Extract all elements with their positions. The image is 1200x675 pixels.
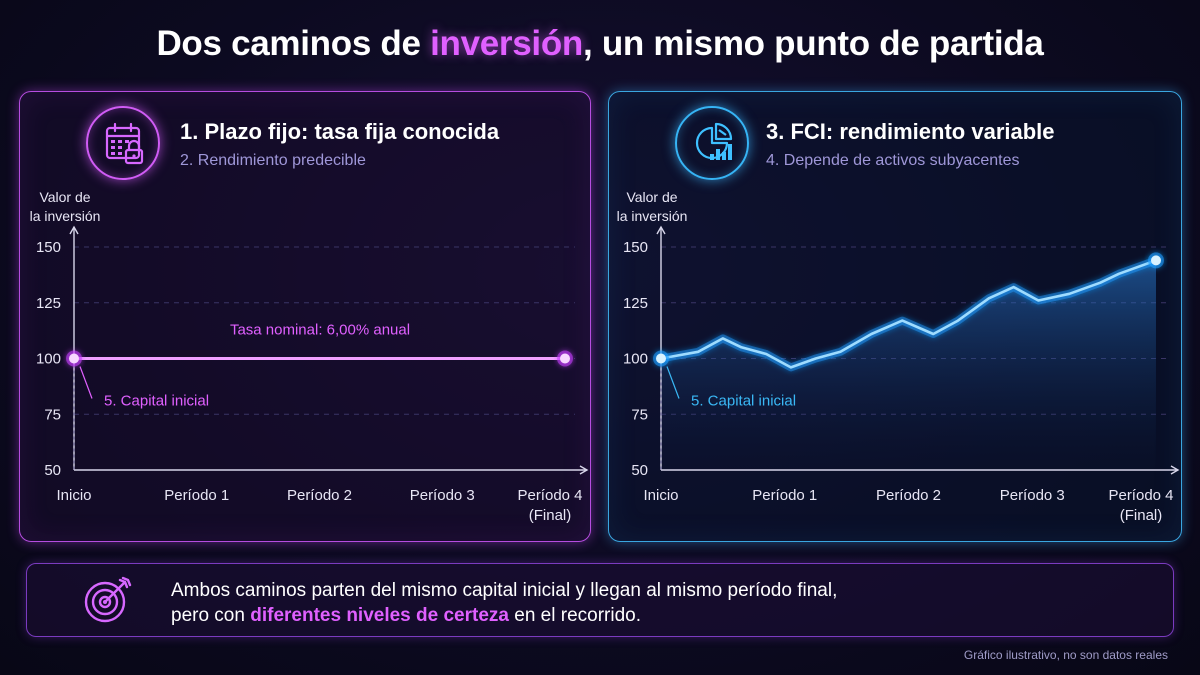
conclusion-part: en el recorrido. xyxy=(508,605,641,626)
fci-series-point xyxy=(656,353,666,364)
y-tick-label: 125 xyxy=(623,295,648,312)
y-axis-arrow xyxy=(656,225,666,235)
fci-subtitle: 4. Depende de activos subyacentes xyxy=(766,152,1020,169)
x-tick-label: Período 3 xyxy=(410,487,475,504)
y-axis-label: la inversión xyxy=(617,208,688,224)
x-tick-label: Período 4 xyxy=(1108,487,1173,504)
fixed-term-panel: 1. Plazo fijo: tasa fija conocida 2. Ren… xyxy=(19,91,591,542)
fci-series-point xyxy=(1151,255,1161,266)
fci-panel: 3. FCI: rendimiento variable 4. Depende … xyxy=(608,91,1182,542)
title-part: Dos caminos de xyxy=(156,24,431,63)
pie-chart-bars-icon xyxy=(675,106,749,180)
y-tick-label: 50 xyxy=(631,462,648,479)
y-tick-label: 100 xyxy=(623,351,648,368)
conclusion-text: Ambos caminos parten del mismo capital i… xyxy=(171,578,837,628)
conclusion-line-2: pero con diferentes niveles de certeza e… xyxy=(171,603,837,628)
fixed-term-chart: 150 125 100 75 50 Valor de la inversión Inicio P… xyxy=(30,189,589,524)
conclusion-line-1: Ambos caminos parten del mismo capital i… xyxy=(171,580,838,601)
y-tick-label: 150 xyxy=(36,239,61,256)
fci-series-line xyxy=(660,259,1157,369)
start-label: 5. Capital inicial xyxy=(691,393,796,410)
fixed-term-title: 1. Plazo fijo: tasa fija conocida xyxy=(180,119,500,144)
y-tick-label: 75 xyxy=(631,406,648,423)
y-axis-label: la inversión xyxy=(30,208,101,224)
x-tick-label: Inicio xyxy=(56,487,91,504)
conclusion-box: Ambos caminos parten del mismo capital i… xyxy=(26,563,1174,637)
start-label: 5. Capital inicial xyxy=(104,393,209,410)
footnote: Gráfico ilustrativo, no son datos reales xyxy=(963,648,1168,662)
page-title: Dos caminos de inversión, un mismo punto… xyxy=(0,24,1200,64)
y-tick-label: 50 xyxy=(44,462,61,479)
x-tick-label: (Final) xyxy=(1120,507,1163,524)
x-tick-label: (Final) xyxy=(529,507,572,524)
x-tick-label: Período 2 xyxy=(287,487,352,504)
y-tick-label: 100 xyxy=(36,351,61,368)
y-axis-label: Valor de xyxy=(39,189,90,205)
y-axis-arrow xyxy=(69,225,79,235)
x-tick-label: Período 1 xyxy=(164,487,229,504)
x-axis-arrow xyxy=(579,465,589,475)
fixed-series-point xyxy=(69,353,79,364)
x-axis-arrow xyxy=(1170,465,1180,475)
fci-chart: 150 125 100 75 50 Valor de la inversión Inicio P… xyxy=(617,189,1180,524)
x-tick-label: Inicio xyxy=(643,487,678,504)
conclusion-part: pero con xyxy=(171,605,251,626)
fci-series-area xyxy=(661,260,1156,470)
title-highlight: inversión xyxy=(430,24,583,63)
y-tick-label: 75 xyxy=(44,406,61,423)
rate-annotation: Tasa nominal: 6,00% anual xyxy=(230,322,410,339)
start-pointer xyxy=(79,366,93,399)
calendar-lock-icon xyxy=(86,106,160,180)
title-part: , un mismo punto de partida xyxy=(583,24,1044,63)
start-pointer xyxy=(666,366,680,399)
fixed-series-point xyxy=(560,353,570,364)
x-tick-label: Período 2 xyxy=(876,487,941,504)
x-tick-label: Período 1 xyxy=(752,487,817,504)
x-tick-label: Período 3 xyxy=(1000,487,1065,504)
conclusion-highlight: diferentes niveles de certeza xyxy=(250,605,509,626)
target-arrow-icon xyxy=(79,572,135,633)
fixed-term-subtitle: 2. Rendimiento predecible xyxy=(180,152,366,169)
y-tick-label: 125 xyxy=(36,295,61,312)
fci-title: 3. FCI: rendimiento variable xyxy=(766,119,1055,144)
y-axis-label: Valor de xyxy=(626,189,677,205)
x-tick-label: Período 4 xyxy=(517,487,582,504)
y-tick-label: 150 xyxy=(623,239,648,256)
